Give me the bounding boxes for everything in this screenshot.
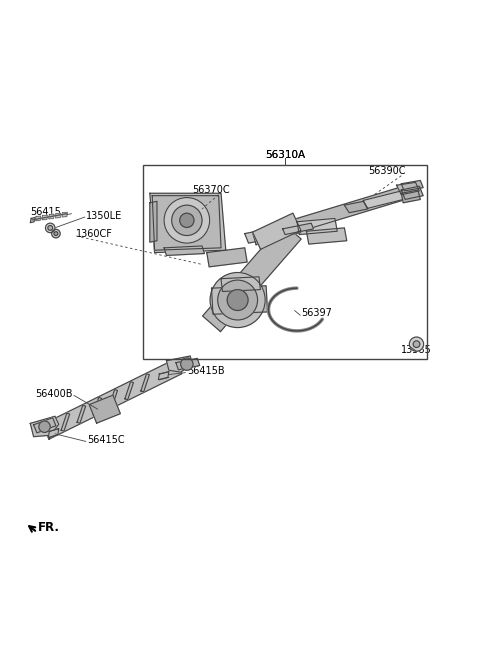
Polygon shape: [221, 277, 261, 292]
Circle shape: [218, 280, 258, 320]
Polygon shape: [93, 397, 102, 415]
Polygon shape: [61, 413, 70, 431]
Text: 56310A: 56310A: [265, 150, 305, 160]
Circle shape: [227, 290, 248, 311]
Polygon shape: [141, 374, 149, 392]
Polygon shape: [30, 217, 35, 223]
Circle shape: [409, 337, 424, 351]
Text: 1350LE: 1350LE: [86, 211, 122, 221]
Circle shape: [52, 229, 60, 238]
Polygon shape: [401, 186, 423, 200]
Polygon shape: [109, 390, 118, 407]
Polygon shape: [62, 212, 67, 217]
Bar: [143, 165, 427, 359]
Text: 56415B: 56415B: [187, 366, 225, 376]
Polygon shape: [344, 201, 368, 213]
Polygon shape: [89, 395, 120, 423]
Polygon shape: [56, 214, 60, 218]
Polygon shape: [252, 185, 413, 244]
Circle shape: [39, 421, 50, 432]
Text: 56390C: 56390C: [368, 166, 406, 176]
Circle shape: [48, 225, 53, 231]
Circle shape: [46, 223, 55, 233]
Polygon shape: [152, 196, 221, 250]
Circle shape: [180, 214, 194, 227]
Text: FR.: FR.: [38, 521, 60, 534]
Circle shape: [54, 232, 58, 235]
Text: 13385: 13385: [401, 345, 432, 355]
Polygon shape: [306, 228, 347, 244]
Circle shape: [164, 198, 210, 243]
Polygon shape: [401, 181, 423, 191]
Text: 56400B: 56400B: [35, 389, 72, 399]
Polygon shape: [283, 223, 313, 235]
Polygon shape: [158, 372, 169, 380]
Polygon shape: [48, 428, 59, 438]
Polygon shape: [212, 286, 267, 314]
Polygon shape: [42, 359, 182, 439]
Polygon shape: [125, 382, 133, 399]
Circle shape: [210, 273, 265, 328]
Circle shape: [413, 341, 420, 348]
Text: 56370C: 56370C: [192, 185, 230, 195]
Text: 56310A: 56310A: [265, 150, 305, 160]
Polygon shape: [150, 193, 226, 252]
Text: 56397: 56397: [301, 308, 333, 319]
Polygon shape: [363, 189, 415, 208]
Text: 56415: 56415: [30, 207, 61, 217]
Polygon shape: [245, 223, 301, 243]
Polygon shape: [176, 358, 200, 370]
Polygon shape: [36, 216, 41, 221]
Polygon shape: [207, 248, 247, 267]
Polygon shape: [297, 218, 337, 235]
Polygon shape: [77, 405, 85, 423]
Polygon shape: [401, 190, 420, 203]
Polygon shape: [203, 223, 301, 332]
Polygon shape: [164, 246, 204, 256]
Polygon shape: [252, 213, 301, 249]
Polygon shape: [30, 417, 59, 437]
Text: 56415C: 56415C: [87, 435, 125, 445]
Circle shape: [172, 205, 202, 235]
Polygon shape: [396, 183, 420, 194]
Text: 1360CF: 1360CF: [76, 229, 113, 238]
Polygon shape: [42, 215, 48, 220]
Polygon shape: [167, 356, 192, 372]
Polygon shape: [34, 418, 56, 433]
Polygon shape: [150, 201, 157, 242]
Circle shape: [180, 358, 193, 371]
Polygon shape: [49, 214, 54, 219]
